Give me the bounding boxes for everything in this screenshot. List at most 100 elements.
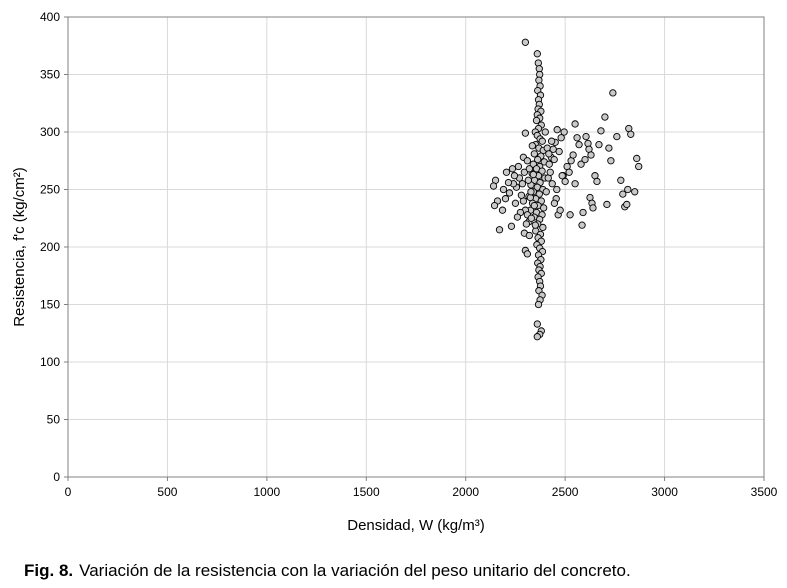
data-point xyxy=(571,180,579,188)
x-tick-label: 3000 xyxy=(651,485,678,499)
y-tick-label: 0 xyxy=(53,470,60,484)
data-point xyxy=(489,182,498,190)
data-point xyxy=(573,134,581,142)
data-point xyxy=(524,176,533,184)
data-point xyxy=(619,190,627,198)
data-point xyxy=(533,333,541,341)
data-point xyxy=(613,132,621,141)
data-point xyxy=(505,189,514,197)
x-axis-label: Densidad, W (kg/m³) xyxy=(347,517,485,534)
data-point xyxy=(531,221,539,229)
x-tick-label: 2500 xyxy=(552,485,579,499)
data-point xyxy=(555,147,563,156)
data-point xyxy=(508,165,517,173)
y-tick-label: 100 xyxy=(40,355,60,369)
data-point xyxy=(581,155,589,164)
y-tick-label: 250 xyxy=(40,183,60,197)
data-point xyxy=(532,116,541,125)
data-point xyxy=(533,50,541,58)
data-point xyxy=(569,151,577,159)
data-point xyxy=(521,129,530,137)
data-point xyxy=(560,128,568,136)
data-point xyxy=(546,168,554,176)
data-point xyxy=(525,231,533,240)
data-point xyxy=(527,188,535,196)
x-tick-label: 3500 xyxy=(751,485,778,499)
x-tick-label: 0 xyxy=(65,485,72,499)
data-point xyxy=(627,130,635,138)
data-point xyxy=(529,170,537,179)
data-point xyxy=(540,204,548,212)
data-point xyxy=(539,223,547,232)
data-point xyxy=(545,150,553,158)
data-point xyxy=(582,132,590,141)
data-point xyxy=(520,168,529,176)
data-point xyxy=(631,188,639,196)
data-point xyxy=(633,154,641,163)
scatter-chart: 0 500 1000 1500 2000 2500 3000 3500 0 50 100 150 200… xyxy=(11,10,778,534)
data-point xyxy=(510,172,519,180)
data-point xyxy=(635,162,643,171)
data-point xyxy=(566,211,574,219)
data-point xyxy=(571,120,579,128)
data-point xyxy=(522,220,531,228)
data-point xyxy=(617,176,625,184)
data-point xyxy=(624,185,632,194)
data-point xyxy=(603,200,611,209)
data-point xyxy=(597,127,605,135)
data-point xyxy=(565,168,573,176)
data-point xyxy=(558,172,566,180)
x-tick-label: 2000 xyxy=(452,485,479,499)
data-point xyxy=(490,201,499,210)
x-tick-label: 1000 xyxy=(254,485,281,499)
y-tick-label: 300 xyxy=(40,125,60,139)
x-tick-label: 500 xyxy=(157,485,177,499)
data-point xyxy=(556,206,564,214)
data-point xyxy=(593,177,601,186)
data-point xyxy=(499,185,508,194)
data-point xyxy=(523,157,532,165)
data-point xyxy=(553,126,561,134)
data-point xyxy=(501,195,510,203)
data-point xyxy=(507,222,516,230)
data-point xyxy=(609,89,617,97)
data-point xyxy=(595,140,603,149)
grid-lines xyxy=(68,17,764,477)
data-point xyxy=(521,38,530,46)
data-point xyxy=(518,180,527,188)
figure-caption-text: Variación de la resistencia con la varia… xyxy=(79,561,631,580)
data-points xyxy=(489,38,643,341)
data-point xyxy=(623,200,631,209)
data-point xyxy=(550,199,559,207)
data-point xyxy=(579,208,587,217)
data-point xyxy=(545,160,553,168)
data-point xyxy=(538,137,546,145)
data-point xyxy=(561,177,569,186)
data-point xyxy=(535,76,543,84)
data-point xyxy=(530,150,538,158)
data-point xyxy=(553,185,561,194)
data-point xyxy=(528,142,536,150)
figure-number: Fig. 8. xyxy=(24,561,74,580)
figure-caption: Fig. 8. Variación de la resistencia con l… xyxy=(24,561,631,581)
y-tick-label: 350 xyxy=(40,68,60,82)
y-tick-label: 50 xyxy=(47,413,61,427)
data-point xyxy=(534,155,542,164)
data-point xyxy=(504,178,513,187)
data-point xyxy=(511,199,520,207)
data-point xyxy=(601,113,609,121)
data-point xyxy=(513,213,522,221)
data-point xyxy=(587,151,595,159)
data-point xyxy=(550,155,558,164)
data-point xyxy=(527,214,535,222)
data-point xyxy=(589,204,597,212)
data-point xyxy=(575,140,583,149)
data-point xyxy=(533,320,541,328)
data-point xyxy=(498,206,507,214)
data-point xyxy=(577,160,585,168)
data-point xyxy=(502,168,511,176)
y-axis-label: Resistencia, f'c (kg/cm²) xyxy=(11,167,28,327)
y-tick-label: 150 xyxy=(40,298,60,312)
axis-ticks: 0 500 1000 1500 2000 2500 3000 3500 0 50 100 150 200… xyxy=(40,10,778,499)
x-tick-label: 1500 xyxy=(353,485,380,499)
